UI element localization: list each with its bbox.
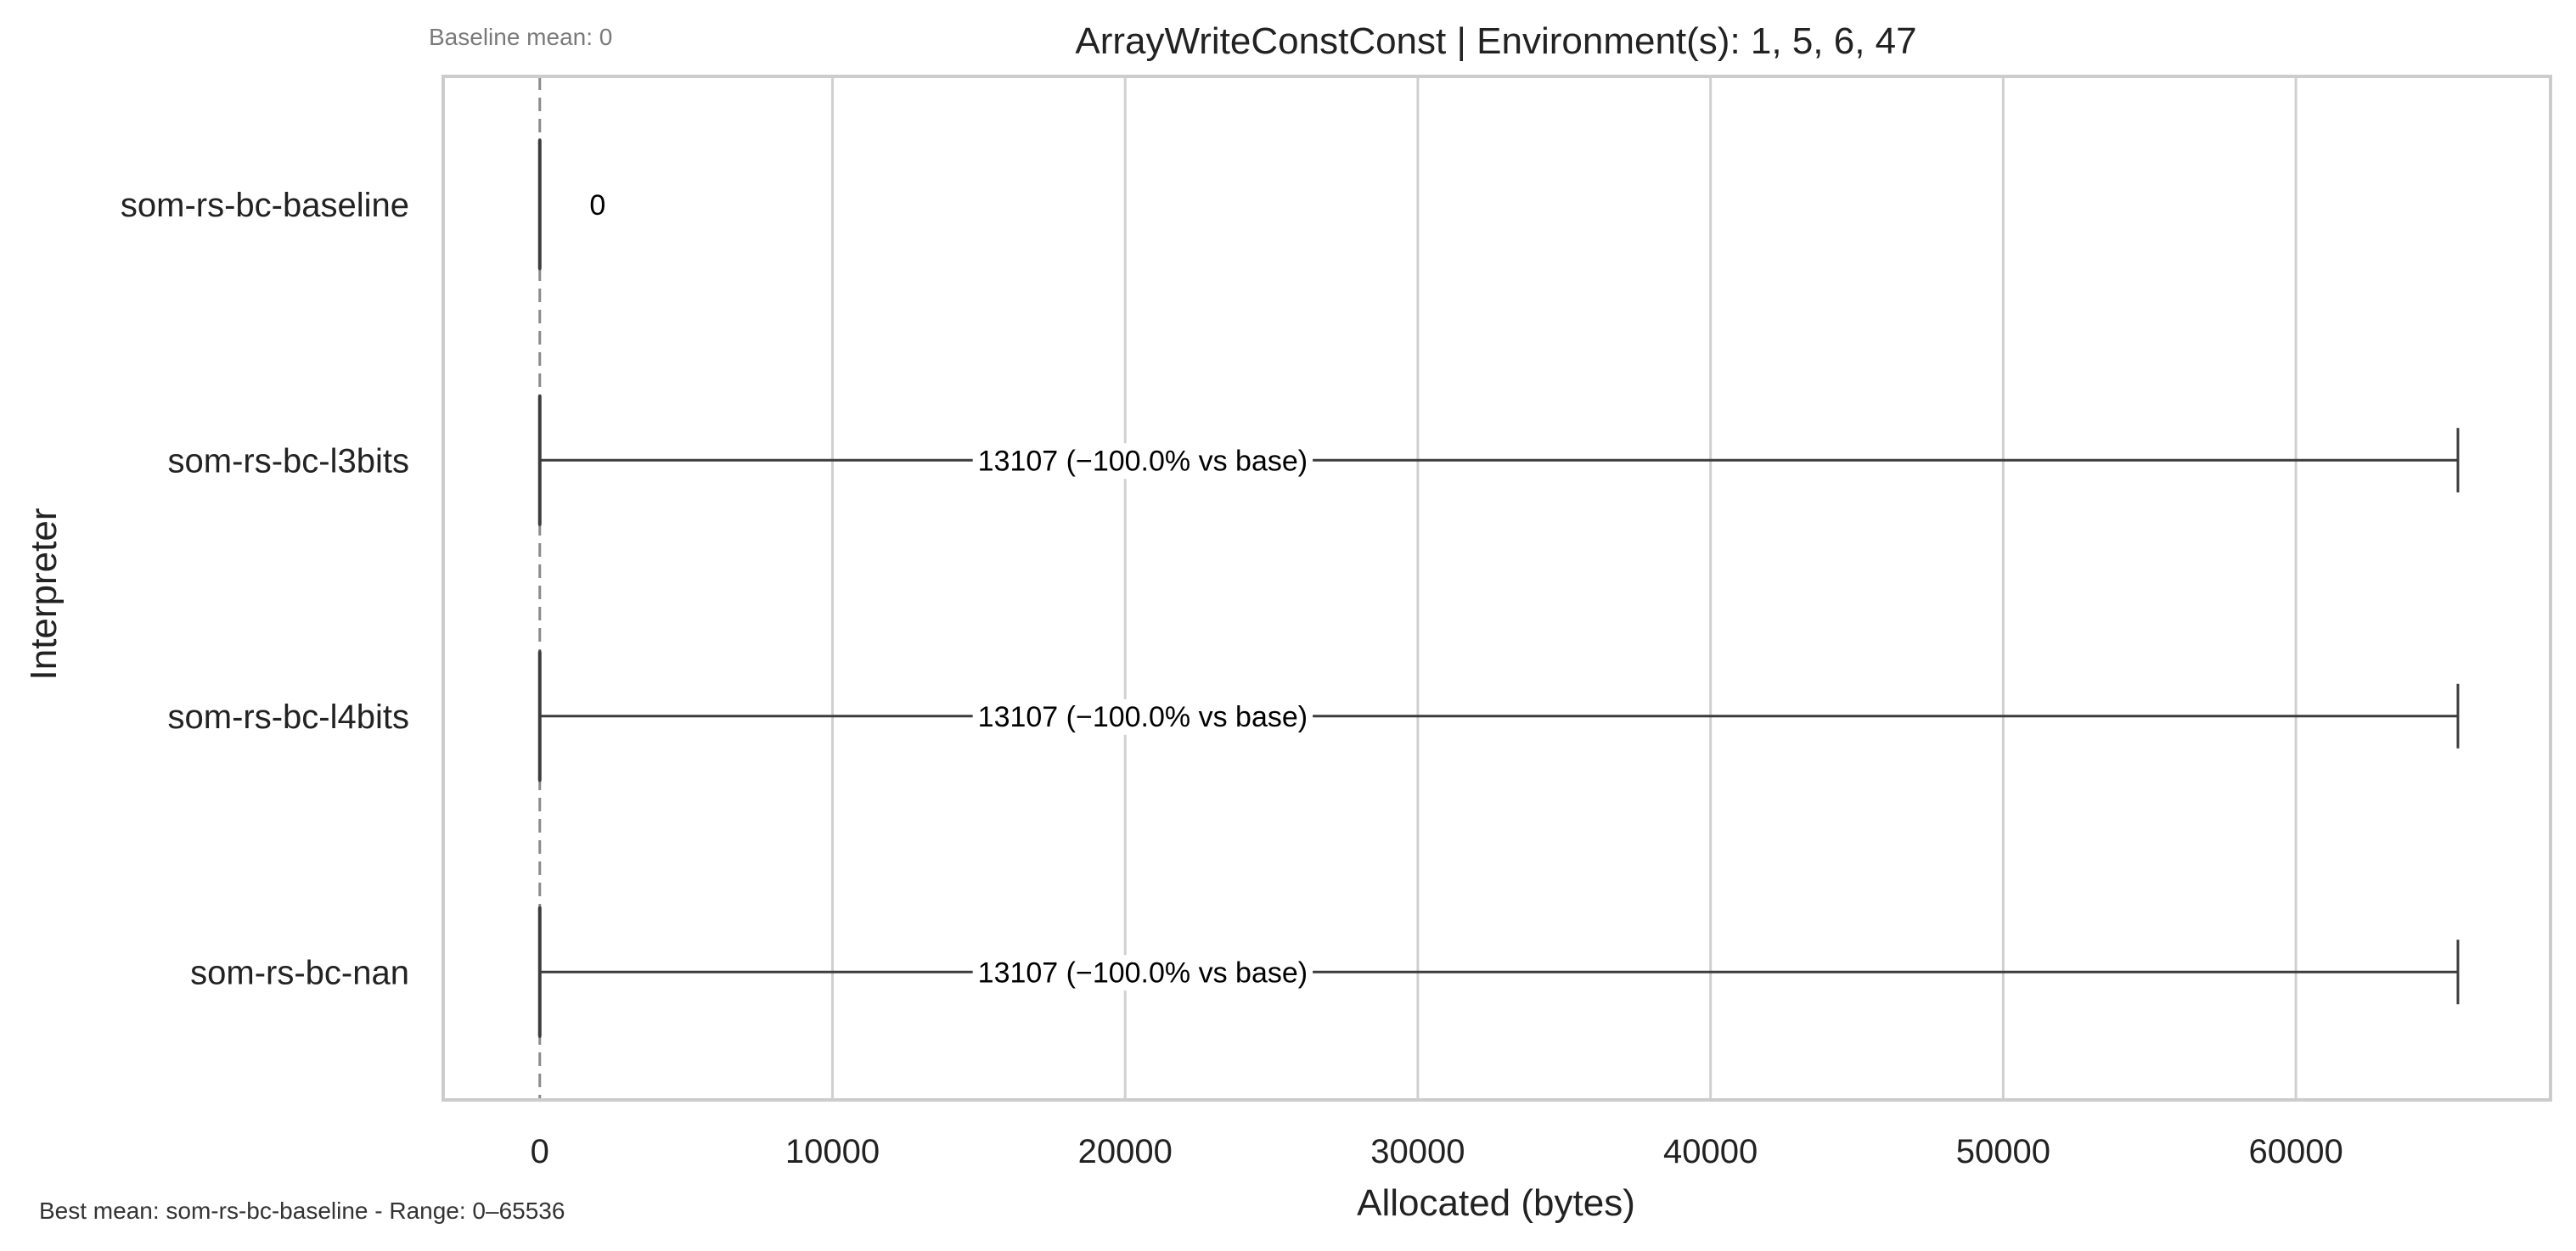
data-label: 0 bbox=[589, 189, 605, 222]
data-label-background bbox=[972, 698, 1313, 735]
series-layer: som-rs-bc-baseline 0 som-rs-bc-l3bits 13107… bbox=[121, 138, 2460, 1038]
x-axis-label: Allocated (bytes) bbox=[1357, 1182, 1635, 1224]
x-tick-label: 60000 bbox=[2248, 1133, 2343, 1170]
x-tick-label: 50000 bbox=[1956, 1133, 2050, 1170]
y-tick-label: som-rs-bc-baseline bbox=[121, 187, 409, 224]
box-plot-som-rs-bc-baseline: 0 bbox=[537, 138, 605, 271]
data-label: 13107 (−100.0% vs base) bbox=[978, 445, 1308, 477]
x-tick-label: 10000 bbox=[785, 1133, 880, 1170]
data-label-background bbox=[972, 955, 1313, 991]
data-label-background bbox=[972, 443, 1313, 480]
grid-layer: 0 10000 20000 30000 40000 50000 60000 bbox=[531, 76, 2343, 1170]
baseline-note: Baseline mean: 0 bbox=[429, 24, 612, 50]
plot-frame bbox=[442, 75, 2552, 1102]
box-plot-som-rs-bc-nan: 13107 (−100.0% vs base) bbox=[537, 906, 2460, 1038]
text-layer: ArrayWriteConstConst | Environment(s): 1… bbox=[23, 20, 1917, 1224]
box-plot-som-rs-bc-l4bits: 13107 (−100.0% vs base) bbox=[537, 650, 2460, 783]
chart-title: ArrayWriteConstConst | Environment(s): 1… bbox=[1075, 20, 1916, 62]
footer-note: Best mean: som-rs-bc-baseline - Range: 0… bbox=[39, 1198, 565, 1224]
x-tick-label: 0 bbox=[531, 1133, 549, 1170]
box-plot-som-rs-bc-l3bits: 13107 (−100.0% vs base) bbox=[537, 394, 2460, 526]
y-tick-label: som-rs-bc-l3bits bbox=[168, 442, 409, 480]
y-tick-label: som-rs-bc-nan bbox=[190, 954, 409, 991]
data-label: 13107 (−100.0% vs base) bbox=[978, 956, 1308, 989]
y-tick-label: som-rs-bc-l4bits bbox=[168, 698, 409, 736]
y-axis-label: Interpreter bbox=[23, 508, 65, 681]
x-tick-label: 40000 bbox=[1663, 1133, 1758, 1170]
x-tick-label: 20000 bbox=[1078, 1133, 1173, 1170]
x-tick-label: 30000 bbox=[1370, 1133, 1465, 1170]
data-label: 13107 (−100.0% vs base) bbox=[978, 701, 1308, 733]
